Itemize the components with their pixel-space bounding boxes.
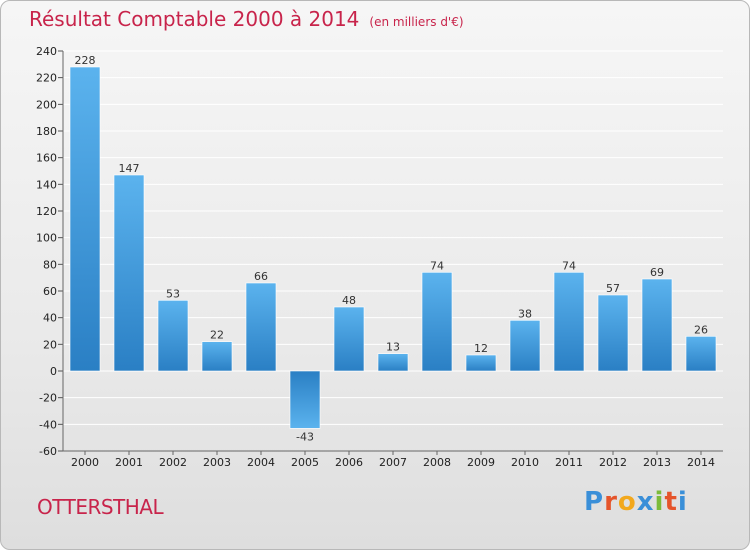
y-tick-label: 60	[43, 285, 57, 298]
x-tick-label: 2011	[555, 456, 583, 469]
value-label: 26	[694, 323, 708, 336]
bar	[421, 272, 453, 372]
bar	[69, 66, 101, 372]
value-label: 228	[75, 54, 96, 67]
y-tick-labels: -60 -40 -20 0 20 40 60 80 100 120 140 160 180 200 220 2…	[36, 45, 57, 458]
bar	[289, 370, 321, 429]
y-tick-label: -60	[39, 445, 57, 458]
y-tick-label: 140	[36, 178, 57, 191]
bar	[553, 272, 585, 372]
logo-letter: x	[636, 487, 655, 517]
y-tick-label: 20	[43, 338, 57, 351]
proxiti-logo: Proxiti	[584, 487, 688, 517]
y-tick-label: 240	[36, 45, 57, 58]
bar	[377, 353, 409, 372]
x-tick-label: 2003	[203, 456, 231, 469]
x-tick-label: 2008	[423, 456, 451, 469]
x-tick-label: 2009	[467, 456, 495, 469]
x-tick-label: 2002	[159, 456, 187, 469]
chart-title: Résultat Comptable 2000 à 2014 (en millie…	[29, 7, 464, 31]
title-text: Résultat Comptable 2000 à 2014	[29, 7, 360, 31]
value-label: 12	[474, 342, 488, 355]
x-tick-label: 2005	[291, 456, 319, 469]
value-label: 38	[518, 307, 532, 320]
y-tick-label: 120	[36, 205, 57, 218]
logo-letter: i	[654, 487, 665, 517]
x-tick-label: 2006	[335, 456, 363, 469]
axes	[58, 50, 723, 455]
value-label: 74	[430, 259, 444, 272]
value-label: 48	[342, 294, 356, 307]
x-tick-labels: 2000 2001 2002 2003 2004 2005 2006 2007 2008 2009…	[71, 456, 715, 469]
x-tick-label: 2007	[379, 456, 407, 469]
x-tick-label: 2012	[599, 456, 627, 469]
logo-letter: P	[584, 487, 605, 517]
value-label: -43	[296, 430, 314, 443]
y-tick-label: 220	[36, 72, 57, 85]
bar	[509, 320, 541, 372]
y-tick-label: 200	[36, 98, 57, 111]
logo-letter: t	[664, 487, 678, 517]
city-name: OTTERSTHAL	[37, 495, 164, 519]
y-tick-label: 180	[36, 125, 57, 138]
bar	[245, 282, 277, 372]
grid-lines	[63, 50, 723, 452]
bar	[465, 354, 497, 372]
value-label: 147	[119, 162, 140, 175]
bar	[113, 174, 145, 372]
value-label: 69	[650, 266, 664, 279]
x-tick-label: 2014	[687, 456, 715, 469]
bar	[201, 341, 233, 372]
y-tick-label: 80	[43, 258, 57, 271]
bar	[641, 278, 673, 372]
bar	[597, 294, 629, 372]
x-tick-label: 2013	[643, 456, 671, 469]
value-label: 13	[386, 341, 400, 354]
title-unit: (en milliers d'€)	[369, 15, 464, 29]
value-label: 53	[166, 287, 180, 300]
y-tick-label: -20	[39, 392, 57, 405]
bar	[685, 336, 717, 372]
logo-letter: r	[604, 487, 618, 517]
y-tick-label: 40	[43, 312, 57, 325]
x-tick-label: 2010	[511, 456, 539, 469]
logo-letter: o	[617, 487, 637, 517]
bar	[333, 306, 365, 372]
value-label: 66	[254, 270, 268, 283]
value-label: 74	[562, 259, 576, 272]
y-tick-label: 100	[36, 232, 57, 245]
bars	[69, 66, 717, 429]
y-tick-label: 160	[36, 152, 57, 165]
x-tick-label: 2004	[247, 456, 275, 469]
value-label: 22	[210, 329, 224, 342]
bar	[157, 300, 189, 372]
value-labels: 228 147 53 22 66 -43 48 13 74 12 38 74 57 69 26	[75, 54, 709, 443]
logo-letter: i	[677, 487, 688, 517]
x-tick-label: 2000	[71, 456, 99, 469]
y-tick-label: -40	[39, 418, 57, 431]
value-label: 57	[606, 282, 620, 295]
x-tick-label: 2001	[115, 456, 143, 469]
y-tick-label: 0	[50, 365, 57, 378]
